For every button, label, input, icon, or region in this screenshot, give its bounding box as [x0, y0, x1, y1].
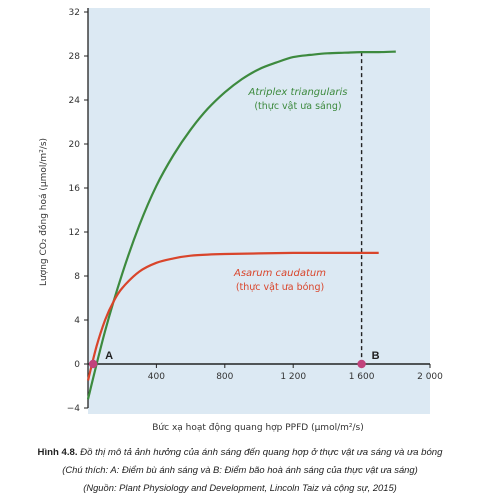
caption-title-bold: Hình 4.8. [38, 447, 78, 458]
x-tick-label: 400 [148, 372, 165, 382]
caption-note: (Chú thích: A: Điểm bù ánh sáng và B: Đi… [62, 464, 418, 475]
point-a-marker [88, 359, 98, 369]
series-sublabel-asarum: (thực vật ưa bóng) [236, 282, 324, 293]
series-line-asarum [86, 251, 379, 381]
x-tick-label: 1 200 [280, 372, 306, 382]
x-tick-label: 2 000 [417, 372, 443, 382]
y-tick-label: 16 [69, 184, 81, 194]
y-tick-label: −4 [67, 404, 81, 414]
caption-title: Hình 4.8. Đồ thị mô tả ảnh hưởng của ánh… [38, 447, 444, 458]
series-label-atriplex: Atriplex triangularis [248, 87, 348, 98]
y-axis-ticks: −4 0 4 8 12 16 20 24 28 32 [67, 8, 88, 414]
y-tick-label: 32 [69, 8, 80, 18]
x-axis-label: Bức xạ hoạt động quang hợp PPFD (µmol/m²… [152, 422, 363, 433]
point-b-label: B [372, 350, 380, 362]
series-label-asarum: Asarum caudatum [233, 268, 326, 279]
caption-source: (Nguồn: Plant Physiology and Development… [83, 482, 397, 493]
x-tick-label: 800 [216, 372, 233, 382]
y-tick-label: 0 [74, 360, 80, 370]
y-axis-label: Lượng CO₂ đồng hoá (µmol/m²/s) [38, 138, 49, 286]
y-tick-label: 20 [69, 140, 81, 150]
y-tick-label: 12 [69, 228, 80, 238]
series-sublabel-atriplex: (thực vật ưa sáng) [254, 101, 341, 112]
series-line-atriplex [86, 50, 396, 400]
x-tick-label: 1 600 [349, 372, 375, 382]
y-tick-label: 28 [69, 52, 81, 62]
point-a-label: A [105, 350, 113, 362]
point-b-marker [357, 359, 366, 369]
y-tick-label: 8 [74, 272, 80, 282]
y-tick-label: 24 [69, 96, 81, 106]
y-tick-label: 4 [74, 316, 80, 326]
caption-title-text: Đồ thị mô tả ảnh hưởng của ánh sáng đến … [78, 447, 444, 458]
